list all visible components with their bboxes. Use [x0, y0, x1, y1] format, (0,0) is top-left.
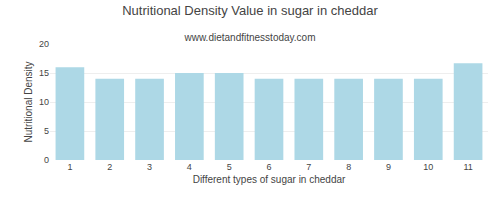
svg-text:www.dietandfitnesstoday.com: www.dietandfitnesstoday.com [184, 32, 316, 43]
svg-text:10: 10 [423, 162, 433, 172]
svg-text:5: 5 [44, 126, 49, 136]
svg-text:0: 0 [44, 155, 49, 165]
svg-text:Nutritional Density: Nutritional Density [23, 61, 34, 142]
svg-text:9: 9 [386, 162, 391, 172]
svg-text:3: 3 [147, 162, 152, 172]
svg-text:7: 7 [306, 162, 311, 172]
svg-text:Different types of sugar in ch: Different types of sugar in cheddar [193, 174, 346, 185]
svg-text:20: 20 [39, 39, 49, 49]
svg-text:2: 2 [107, 162, 112, 172]
svg-text:11: 11 [463, 162, 472, 172]
svg-text:5: 5 [227, 162, 232, 172]
svg-text:Nutritional Density Value in s: Nutritional Density Value in sugar in ch… [122, 3, 378, 18]
svg-text:10: 10 [39, 97, 49, 107]
svg-text:15: 15 [39, 68, 49, 78]
svg-text:1: 1 [67, 162, 72, 172]
svg-text:4: 4 [187, 162, 192, 172]
svg-text:8: 8 [346, 162, 351, 172]
svg-text:6: 6 [266, 162, 271, 172]
